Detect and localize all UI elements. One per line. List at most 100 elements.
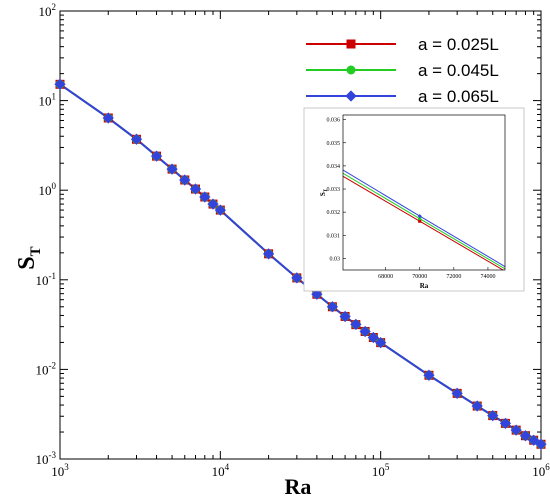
inset-y-axis-title: ST (319, 188, 329, 196)
data-point (535, 438, 547, 450)
plot-frame (59, 10, 542, 460)
data-point (262, 248, 275, 260)
legend-label: a = 0.065L (418, 87, 499, 106)
x-tick-label-base: 10 (51, 464, 64, 479)
inset-y-tick-label: 0.03 (330, 256, 341, 262)
inset-y-tick-label: 0.036 (327, 118, 341, 124)
data-point (326, 301, 339, 313)
y-tick-label-base: 10 (39, 183, 52, 198)
data-point (487, 409, 499, 422)
data-point (499, 417, 512, 429)
legend-swatch-marker (345, 90, 357, 102)
x-tick-label: 106 (532, 462, 550, 479)
y-axis-title-subscript: T (28, 246, 44, 256)
y-tick-label-base: 10 (36, 452, 49, 467)
y-tick-label-exponent: 0 (52, 181, 57, 191)
data-point (375, 336, 387, 349)
x-tick-label-exponent: 4 (225, 462, 230, 472)
y-tick-label: 102 (39, 2, 57, 19)
inset-x-tick-label: 68000 (378, 274, 393, 280)
y-tick-label-exponent: -3 (49, 450, 57, 460)
data-point (311, 288, 323, 300)
data-point (367, 331, 379, 344)
inset-x-tick-label: 72000 (446, 274, 461, 280)
axis-ticks (59, 10, 542, 460)
data-point (150, 150, 163, 162)
inset-y-tick-label: 0.035 (327, 141, 341, 147)
x-tick-label-base: 10 (212, 464, 225, 479)
data-point (102, 112, 114, 124)
x-tick-labels: 103 104 105 106 (51, 462, 550, 479)
y-tick-label: 10-2 (36, 360, 57, 377)
data-point (510, 424, 522, 436)
legend: a = 0.025L a = 0.045L a = 0.065L (306, 35, 499, 106)
y-tick-label-exponent: -2 (49, 360, 57, 370)
y-tick-label-base: 10 (36, 362, 49, 377)
x-tick-label-exponent: 5 (385, 462, 390, 472)
y-tick-label-exponent: 1 (52, 92, 57, 102)
x-tick-label: 105 (372, 462, 390, 479)
data-point (130, 133, 143, 145)
x-axis-title: Ra (285, 474, 312, 499)
data-point (199, 191, 211, 203)
inset-y-tick-label: 0.033 (327, 187, 341, 193)
data-point (528, 434, 540, 446)
data-point (179, 174, 191, 186)
x-tick-label: 103 (51, 462, 69, 479)
inset-y-tick-label: 0.031 (327, 233, 341, 239)
series-lines (59, 83, 542, 446)
inset-data-point (417, 214, 422, 219)
inset-y-tick-label: 0.032 (327, 210, 341, 216)
data-point (291, 272, 303, 284)
y-axis-title-main: S (14, 256, 40, 269)
inset-x-tick-label: 70000 (412, 274, 427, 280)
series-markers (54, 78, 547, 450)
inset-plot: 68000 70000 72000 74000 0.03 0.031 0.032 0.033 0… (303, 107, 525, 292)
series-line (59, 83, 542, 446)
inset-x-tick-label: 74000 (480, 274, 495, 280)
y-tick-label: 101 (39, 92, 57, 109)
inset-frame (342, 114, 506, 271)
y-tick-label: 10-3 (36, 450, 57, 467)
inset-y-axis-title-main: S (319, 192, 327, 196)
data-point (519, 430, 532, 442)
legend-swatch-marker (346, 65, 356, 75)
x-tick-label: 104 (212, 462, 230, 479)
data-point (350, 318, 362, 331)
inset-y-axis-title-subscript: T (324, 188, 329, 192)
y-tick-label-base: 10 (36, 273, 49, 288)
y-axis-title: ST (14, 246, 44, 269)
y-tick-label-base: 10 (39, 94, 52, 109)
inset-y-tick-label: 0.034 (327, 164, 341, 170)
inset-series (343, 169, 505, 270)
inset-background (303, 107, 525, 292)
data-point (214, 204, 226, 216)
x-tick-label-base: 10 (532, 464, 545, 479)
data-point (54, 78, 66, 90)
y-tick-label: 10-1 (36, 271, 57, 288)
data-point (189, 183, 202, 195)
legend-label: a = 0.025L (418, 35, 499, 54)
legend-swatch-marker (346, 39, 356, 49)
data-point (166, 163, 178, 175)
inset-data-point (418, 219, 422, 223)
inset-data-point (418, 217, 422, 221)
y-tick-label-base: 10 (39, 4, 52, 19)
y-tick-label: 100 (39, 181, 57, 198)
data-point (471, 400, 483, 412)
x-tick-label-base: 10 (372, 464, 385, 479)
y-tick-label-exponent: 2 (52, 2, 57, 12)
data-point (207, 198, 219, 210)
x-tick-label-exponent: 6 (545, 462, 550, 472)
data-point (359, 325, 371, 338)
y-tick-label-exponent: -1 (49, 271, 57, 281)
legend-label: a = 0.045L (418, 61, 499, 80)
x-tick-label-exponent: 3 (64, 462, 69, 472)
inset-x-axis-title: Ra (420, 282, 429, 290)
data-point (339, 310, 351, 323)
data-point (451, 387, 463, 400)
data-point (423, 369, 435, 381)
